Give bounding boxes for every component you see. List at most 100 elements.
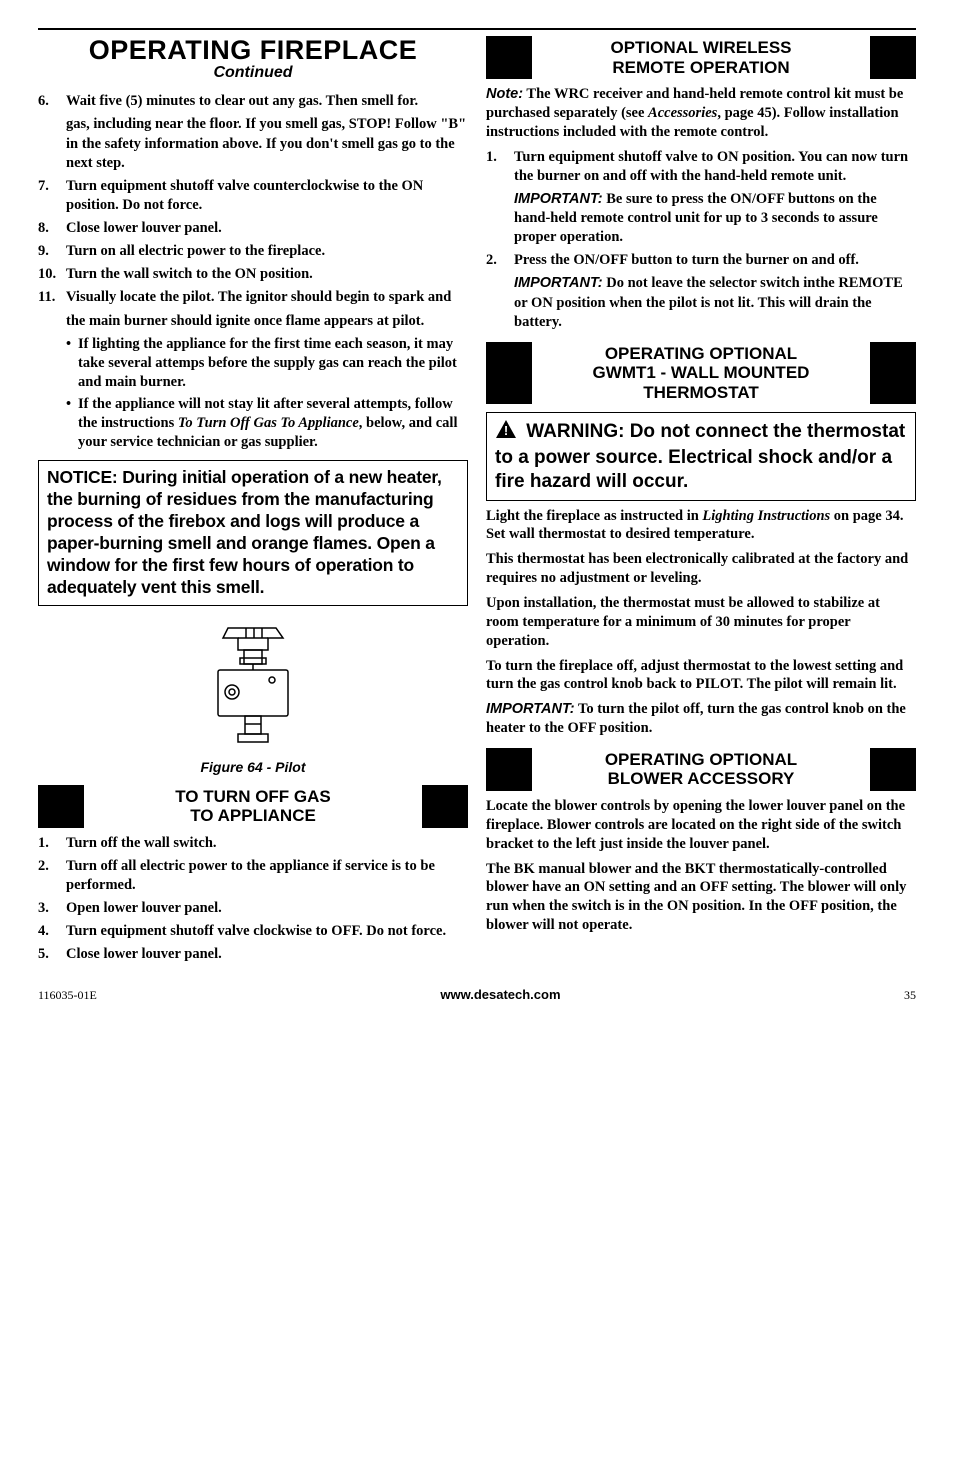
step-text: Turn off all electric power to the appli… [66, 857, 468, 895]
step-text: Wait five (5) minutes to clear out any g… [66, 92, 468, 173]
paragraph: The BK manual blower and the BKT thermos… [486, 860, 916, 935]
important-lead: IMPORTANT: [514, 275, 603, 291]
step-number: 1. [38, 834, 66, 853]
important-lead: IMPORTANT: [514, 191, 603, 207]
list-item: 7. Turn equipment shutoff valve counterc… [38, 177, 468, 215]
step-number: 5. [38, 945, 66, 964]
step-text: Turn equipment shutoff valve clockwise t… [66, 922, 468, 941]
step-text: Turn equipment shutoff valve countercloc… [66, 177, 468, 215]
pilot-diagram [198, 620, 308, 755]
thermostat-banner: OPERATING OPTIONAL GWMT1 - WALL MOUNTED … [486, 342, 916, 405]
important-note: IMPORTANT: Be sure to press the ON/OFF b… [514, 190, 916, 247]
step-text: Turn the wall switch to the ON position. [66, 265, 468, 284]
list-item: 6. Wait five (5) minutes to clear out an… [38, 92, 468, 173]
notice-box: NOTICE: During initial operation of a ne… [38, 460, 468, 605]
warning-icon: ! [495, 419, 517, 446]
svg-text:!: ! [504, 423, 508, 438]
list-item: 10. Turn the wall switch to the ON posit… [38, 265, 468, 284]
two-column-layout: OPERATING FIREPLACE Continued 6. Wait fi… [38, 36, 916, 969]
list-item: 2.Turn off all electric power to the app… [38, 857, 468, 895]
banner-title: OPTIONAL WIRELESS REMOTE OPERATION [532, 36, 870, 79]
right-column: OPTIONAL WIRELESS REMOTE OPERATION Note:… [486, 36, 916, 969]
step-main: Press the ON/OFF button to turn the burn… [514, 252, 859, 268]
turn-off-banner: TO TURN OFF GAS TO APPLIANCE [38, 785, 468, 828]
note-paragraph: Note: The WRC receiver and hand-held rem… [486, 85, 916, 142]
banner-block-right [870, 342, 916, 405]
step-number: 11. [38, 288, 66, 452]
banner-title: OPERATING OPTIONAL BLOWER ACCESSORY [532, 748, 870, 791]
bullet-em: To Turn Off Gas To Appliance [178, 415, 359, 431]
note-em: Accessories [648, 105, 717, 121]
warning-box: ! WARNING: Do not connect the thermostat… [486, 412, 916, 500]
footer-left: 116035-01E [38, 988, 97, 1003]
list-item: 3.Open lower louver panel. [38, 899, 468, 918]
turn-off-steps: 1.Turn off the wall switch. 2.Turn off a… [38, 834, 468, 965]
banner-block-left [486, 748, 532, 791]
bullet-dot: • [66, 335, 78, 392]
page-footer: 116035-01E www.desatech.com 35 [38, 987, 916, 1003]
important-lead: IMPORTANT: [486, 701, 575, 717]
continued-label: Continued [38, 64, 468, 82]
list-item: 4.Turn equipment shutoff valve clockwise… [38, 922, 468, 941]
step-text: Turn equipment shutoff valve to ON posit… [514, 148, 916, 248]
paragraph: Locate the blower controls by opening th… [486, 797, 916, 854]
list-item: 11. Visually locate the pilot. The ignit… [38, 288, 468, 452]
warning-text: WARNING: Do not connect the thermostat t… [495, 421, 905, 492]
blower-banner: OPERATING OPTIONAL BLOWER ACCESSORY [486, 748, 916, 791]
note-lead: Note: [486, 86, 523, 102]
step-number: 7. [38, 177, 66, 215]
list-item: 9. Turn on all electric power to the fir… [38, 242, 468, 261]
step-main: Wait five (5) minutes to clear out any g… [66, 93, 418, 109]
operating-steps: 6. Wait five (5) minutes to clear out an… [38, 92, 468, 452]
important-note: IMPORTANT: Do not leave the selector swi… [514, 274, 916, 331]
bullet-text: If lighting the appliance for the first … [78, 335, 468, 392]
step-number: 1. [486, 148, 514, 248]
top-rule [38, 28, 916, 30]
p-pre: Light the fireplace as instructed in [486, 508, 702, 524]
pilot-figure: Figure 64 - Pilot [38, 620, 468, 775]
paragraph: Upon installation, the thermostat must b… [486, 594, 916, 651]
list-item: 1. Turn equipment shutoff valve to ON po… [486, 148, 916, 248]
banner-block-right [870, 748, 916, 791]
step-main: Visually locate the pilot. The ignitor s… [66, 289, 451, 305]
wireless-steps: 1. Turn equipment shutoff valve to ON po… [486, 148, 916, 332]
paragraph: To turn the fireplace off, adjust thermo… [486, 657, 916, 695]
footer-url: www.desatech.com [440, 987, 560, 1002]
step-text: Close lower louver panel. [66, 945, 468, 964]
step-sub: gas, including near the floor. If you sm… [66, 115, 468, 172]
bullet-item: • If the appliance will not stay lit aft… [66, 395, 468, 452]
bullet-list: • If lighting the appliance for the firs… [66, 335, 468, 453]
paragraph: IMPORTANT: To turn the pilot off, turn t… [486, 700, 916, 738]
step-text: Turn on all electric power to the firepl… [66, 242, 468, 261]
pilot-svg [198, 620, 308, 750]
page-title: OPERATING FIREPLACE [38, 36, 468, 64]
banner-block-right [870, 36, 916, 79]
banner-block-left [486, 36, 532, 79]
banner-block-left [486, 342, 532, 405]
bullet-text: If the appliance will not stay lit after… [78, 395, 468, 452]
step-number: 4. [38, 922, 66, 941]
step-number: 6. [38, 92, 66, 173]
bullet-dot: • [66, 395, 78, 452]
step-text: Visually locate the pilot. The ignitor s… [66, 288, 468, 452]
banner-block-right [422, 785, 468, 828]
step-number: 2. [38, 857, 66, 895]
footer-page-number: 35 [904, 988, 916, 1003]
list-item: 5.Close lower louver panel. [38, 945, 468, 964]
paragraph: This thermostat has been electronically … [486, 550, 916, 588]
list-item: 1.Turn off the wall switch. [38, 834, 468, 853]
figure-caption: Figure 64 - Pilot [38, 759, 468, 775]
paragraph: Light the fireplace as instructed in Lig… [486, 507, 916, 545]
list-item: 2. Press the ON/OFF button to turn the b… [486, 251, 916, 332]
step-main: Turn equipment shutoff valve to ON posit… [514, 149, 908, 184]
bullet-item: • If lighting the appliance for the firs… [66, 335, 468, 392]
banner-block-left [38, 785, 84, 828]
step-text: Close lower louver panel. [66, 219, 468, 238]
step-sub: the main burner should ignite once flame… [66, 312, 468, 331]
step-text: Press the ON/OFF button to turn the burn… [514, 251, 916, 332]
p-em: Lighting Instructions [702, 508, 830, 524]
step-number: 8. [38, 219, 66, 238]
step-number: 2. [486, 251, 514, 332]
left-column: OPERATING FIREPLACE Continued 6. Wait fi… [38, 36, 468, 969]
step-text: Turn off the wall switch. [66, 834, 468, 853]
